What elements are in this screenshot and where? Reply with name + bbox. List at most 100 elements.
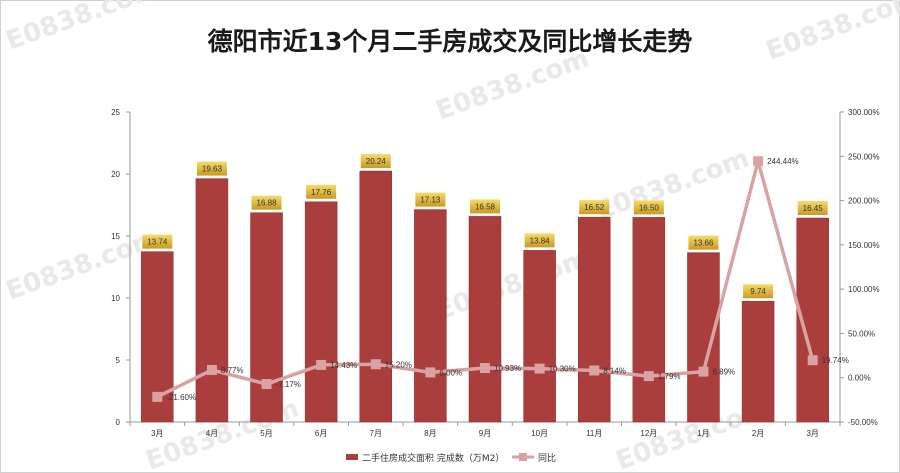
- yoy-value-label: 14.43%: [330, 361, 357, 370]
- yoy-point: [206, 364, 217, 375]
- bar-label-bg: [415, 192, 446, 207]
- legend: 二手住房成交面积 完成数（万M2） 同比: [346, 452, 556, 464]
- y-right-tick-label: 200.00%: [848, 197, 880, 206]
- bar-value-label: 16.58: [475, 202, 496, 211]
- bar-value-label: 17.13: [420, 196, 441, 205]
- bar-value-label: 19.63: [202, 165, 223, 174]
- x-tick-label: 7月: [370, 429, 382, 438]
- yoy-value-label: 15.20%: [385, 360, 412, 369]
- yoy-point: [316, 359, 327, 370]
- bar-label-bg: [524, 233, 555, 248]
- watermark-text: E0838.com: [2, 224, 163, 307]
- x-tick-label: 5月: [260, 429, 272, 438]
- bar-value-label: 16.52: [584, 203, 605, 212]
- x-tick-label: 11月: [586, 429, 602, 438]
- y-left-tick-label: 15: [111, 232, 120, 241]
- x-tick-label: 4月: [206, 429, 218, 438]
- yoy-value-label: 8.14%: [603, 367, 626, 376]
- y-left-tick-label: 0: [116, 418, 121, 427]
- x-tick-label: 10月: [531, 429, 548, 438]
- y-right-tick-label: 50.00%: [848, 329, 875, 338]
- bar-label-bg: [251, 195, 282, 210]
- yoy-point: [534, 363, 545, 374]
- y-right-tick-label: 100.00%: [848, 285, 880, 294]
- bar-label-bg: [360, 154, 391, 169]
- bar-value-label: 17.76: [311, 188, 332, 197]
- yoy-value-label: 6.89%: [712, 368, 735, 377]
- yoy-point: [480, 363, 490, 374]
- bar-label-bg: [743, 284, 774, 299]
- yoy-value-label: -21.60%: [166, 393, 196, 402]
- yoy-value-label: 19.74%: [822, 356, 849, 365]
- watermark-text: E0838.com: [2, 0, 163, 57]
- yoy-value-label: 244.44%: [767, 157, 799, 166]
- y-right-tick-label: 300.00%: [848, 108, 880, 117]
- x-tick-label: 8月: [424, 429, 436, 438]
- x-tick-label: 1月: [697, 429, 709, 438]
- yoy-point: [152, 391, 163, 402]
- bar: [250, 212, 283, 423]
- bar-value-label: 13.74: [147, 238, 168, 247]
- y-right-tick-label: 250.00%: [848, 152, 880, 161]
- bar: [468, 216, 502, 423]
- yoy-value-label: 1.79%: [658, 372, 681, 381]
- x-tick-label: 6月: [315, 429, 327, 438]
- bar-label-bg: [196, 161, 227, 176]
- y-left-tick-label: 25: [111, 108, 120, 117]
- bar: [195, 178, 229, 423]
- bar: [632, 217, 666, 423]
- legend-line-marker: [519, 453, 527, 461]
- x-tick-label: 3月: [151, 429, 163, 438]
- bar: [741, 300, 775, 423]
- x-tick-label: 2月: [752, 429, 764, 438]
- bar-label-bg: [633, 200, 664, 215]
- bar-label-bg: [688, 235, 719, 250]
- y-right-tick-label: 0.00%: [848, 374, 871, 383]
- x-tick-label: 3月: [806, 429, 818, 438]
- bar-label-bg: [470, 199, 500, 214]
- bar: [687, 252, 720, 423]
- bar: [577, 216, 611, 423]
- yoy-value-label: 6.00%: [439, 368, 462, 377]
- bar: [359, 170, 393, 423]
- watermark-text: E0838.com: [592, 144, 753, 227]
- bar-value-label: 13.84: [530, 236, 551, 245]
- legend-line-label: 同比: [538, 452, 556, 464]
- bar: [523, 250, 556, 423]
- bar-label-bg: [306, 184, 337, 199]
- axes: 0 5 10 15 20 25 -50.00% 0.00% 50.00% 100.00% 150.0…: [111, 108, 880, 438]
- bar: [414, 209, 447, 423]
- y-left-tick-label: 10: [111, 294, 120, 303]
- watermark-text: E0838.com: [762, 0, 900, 67]
- bar-value-label: 16.50: [639, 203, 660, 212]
- yoy-point: [753, 156, 764, 167]
- bar-value-label: 20.24: [366, 157, 387, 166]
- bar-label-bg: [579, 200, 610, 215]
- yoy-value-label: -7.17%: [276, 380, 301, 389]
- chart-title: 德阳市近13个月二手房成交及同比增长走势: [207, 27, 693, 56]
- yoy-value-label: 10.93%: [494, 364, 521, 373]
- bar-value-label: 16.45: [803, 204, 824, 213]
- bar-label-bg: [797, 201, 828, 216]
- bar-label-bg: [142, 234, 173, 249]
- legend-bar-label: 二手住房成交面积 完成数（万M2）: [362, 452, 504, 464]
- y-left-tick-label: 5: [116, 356, 121, 365]
- yoy-point: [807, 355, 818, 366]
- yoy-point: [698, 366, 709, 377]
- bar-value-label: 13.66: [693, 239, 714, 248]
- yoy-point: [370, 359, 381, 370]
- yoy-value-label: 10.30%: [549, 365, 576, 374]
- watermark-text: E0838.com: [432, 244, 593, 327]
- watermark-text: E0838.com: [432, 44, 593, 127]
- bar-value-label: 16.88: [257, 199, 278, 208]
- line-series: -21.60% 8.77% -7.17% 14.43% 15.20% 6.00% 10.93…: [152, 156, 849, 402]
- legend-bar-swatch: [346, 454, 358, 460]
- yoy-value-label: 8.77%: [221, 366, 244, 375]
- x-tick-label: 12月: [640, 429, 657, 438]
- yoy-point: [589, 365, 600, 376]
- yoy-point: [425, 367, 436, 378]
- y-right-tick-label: -50.00%: [848, 418, 878, 427]
- yoy-point: [643, 371, 654, 382]
- bar-value-label: 9.74: [750, 287, 766, 296]
